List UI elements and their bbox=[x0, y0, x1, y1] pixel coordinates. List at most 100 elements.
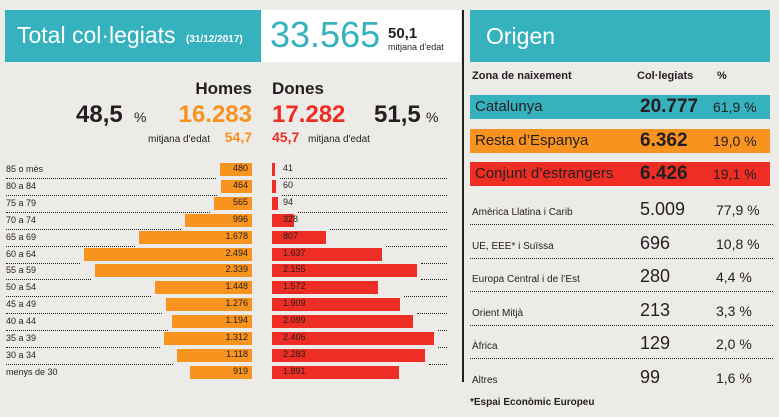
women-bar bbox=[272, 365, 400, 379]
row-separator bbox=[6, 279, 91, 281]
men-bar bbox=[154, 281, 252, 295]
men-bar bbox=[94, 264, 252, 278]
men-bar bbox=[214, 196, 252, 210]
men-bar bbox=[166, 298, 252, 312]
col-header-count: Col·legiats bbox=[637, 70, 694, 82]
women-bar bbox=[272, 315, 414, 329]
row-separator bbox=[6, 178, 216, 179]
women-value-label: 60 bbox=[283, 179, 294, 190]
men-value-label: 464 bbox=[232, 179, 248, 190]
row-separator bbox=[470, 324, 773, 326]
origin-count: 20.777 bbox=[640, 96, 699, 117]
age-group-label: menys de 30 bbox=[6, 366, 58, 377]
title: Total col·legiats bbox=[17, 22, 176, 48]
row-separator bbox=[429, 363, 447, 365]
total-count: 33.565 bbox=[270, 14, 381, 55]
age-group-label: 30 a 34 bbox=[6, 349, 37, 360]
men-value-label: 996 bbox=[232, 213, 248, 224]
age-group-label: 60 a 64 bbox=[6, 248, 37, 259]
age-group-label: 45 a 49 bbox=[6, 299, 37, 310]
origin-sub-pct: 3,3 % bbox=[716, 302, 752, 319]
row-separator bbox=[6, 194, 217, 196]
age-group-label: 55 a 59 bbox=[6, 265, 37, 276]
row-separator bbox=[417, 313, 447, 315]
row-separator bbox=[437, 347, 447, 348]
row-separator bbox=[6, 330, 168, 332]
origin-main-row bbox=[470, 162, 770, 186]
women-value-label: 328 bbox=[283, 213, 299, 224]
men-avg-label: mitjana d'edat bbox=[148, 134, 210, 145]
women-bar bbox=[272, 264, 417, 278]
origin-sub-count: 129 bbox=[640, 333, 671, 353]
men-bar bbox=[139, 230, 252, 244]
men-bar bbox=[190, 365, 252, 379]
women-total: 17.282 bbox=[272, 101, 346, 128]
row-separator bbox=[298, 211, 447, 213]
women-header: Dones bbox=[272, 79, 324, 98]
women-bar bbox=[272, 332, 434, 345]
row-separator bbox=[6, 262, 81, 264]
women-value-label: 2.406 bbox=[283, 332, 306, 342]
age-group-label: 35 a 39 bbox=[6, 333, 37, 343]
women-value-label: 2.099 bbox=[283, 315, 306, 326]
men-pct-sign: % bbox=[134, 109, 147, 125]
men-total: 16.283 bbox=[178, 101, 252, 128]
women-avg-age: 45,7 bbox=[272, 129, 300, 145]
row-separator bbox=[282, 194, 447, 196]
age-group-label: 40 a 44 bbox=[6, 316, 37, 327]
men-value-label: 1.448 bbox=[225, 281, 248, 292]
row-separator bbox=[6, 245, 136, 247]
origin-sub-label: Altres bbox=[472, 374, 498, 386]
men-value-label: 1.312 bbox=[225, 332, 248, 342]
women-value-label: 2.283 bbox=[283, 348, 306, 359]
women-value-label: 1.891 bbox=[283, 365, 306, 376]
origin-sub-label: Orient Mitjà bbox=[472, 307, 524, 319]
origin-pct: 61,9 % bbox=[713, 99, 757, 115]
women-bar bbox=[272, 163, 275, 176]
men-value-label: 2.494 bbox=[225, 247, 248, 258]
women-bar bbox=[272, 348, 426, 362]
row-separator bbox=[437, 330, 447, 332]
men-value-label: 1.194 bbox=[225, 315, 248, 326]
men-bar bbox=[176, 348, 252, 362]
age-group-label: 80 a 84 bbox=[6, 180, 37, 191]
row-separator bbox=[6, 296, 151, 298]
men-bar bbox=[220, 179, 252, 193]
origin-sub-count: 213 bbox=[640, 299, 671, 320]
origin-sub-pct: 4,4 % bbox=[716, 269, 752, 285]
men-value-label: 1.678 bbox=[225, 230, 248, 241]
men-header: Homes bbox=[195, 79, 252, 98]
row-separator bbox=[330, 228, 447, 230]
avg-age: 50,1 bbox=[388, 25, 418, 42]
origin-banner bbox=[470, 10, 770, 62]
origin-count: 6.362 bbox=[640, 130, 688, 151]
origin-sub-label: Amèrica Llatina i Carib bbox=[472, 207, 573, 218]
women-value-label: 1.572 bbox=[283, 281, 306, 292]
women-pct-sign: % bbox=[426, 109, 439, 125]
origin-label: Resta d’Espanya bbox=[475, 132, 589, 149]
origin-sub-pct: 2,0 % bbox=[716, 336, 752, 352]
origin-count: 6.426 bbox=[640, 163, 688, 184]
origin-main-row bbox=[470, 129, 770, 153]
row-separator bbox=[470, 291, 773, 292]
age-group-label: 85 o més bbox=[6, 164, 44, 174]
men-value-label: 565 bbox=[232, 196, 248, 207]
age-group-label: 70 a 74 bbox=[6, 214, 37, 225]
row-separator bbox=[6, 211, 211, 213]
men-pct-value: 48,5 bbox=[76, 101, 123, 128]
women-value-label: 94 bbox=[283, 196, 294, 207]
divider bbox=[462, 10, 464, 382]
age-group-label: 65 a 69 bbox=[6, 231, 37, 242]
women-bar bbox=[272, 281, 378, 295]
origin-main-row bbox=[470, 95, 770, 119]
avg-age-label: mitjana d'edat bbox=[388, 42, 444, 52]
men-bar bbox=[163, 332, 252, 345]
men-avg-age: 54,7 bbox=[224, 129, 252, 145]
col-header-pct: % bbox=[717, 70, 727, 82]
age-group-label: 75 a 79 bbox=[6, 197, 37, 208]
origin-pct: 19,1 % bbox=[713, 166, 757, 182]
origin-sub-count: 696 bbox=[640, 232, 671, 253]
men-value-label: 2.339 bbox=[225, 264, 248, 275]
title-date: (31/12/2017) bbox=[186, 34, 243, 45]
footnote: *Espai Econòmic Europeu bbox=[470, 397, 595, 408]
